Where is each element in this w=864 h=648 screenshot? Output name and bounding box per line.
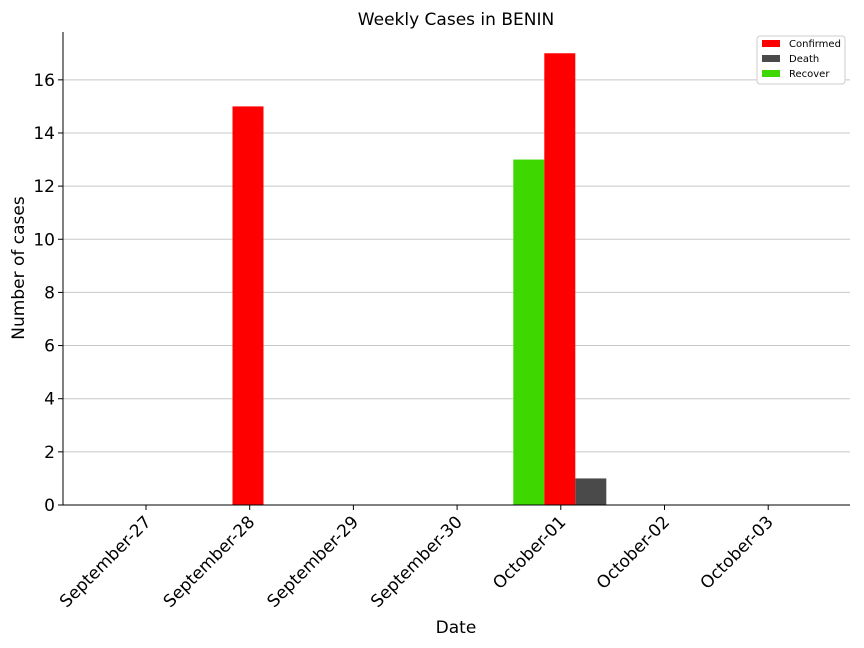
- legend-swatch: [762, 55, 780, 62]
- chart-title: Weekly Cases in BENIN: [358, 10, 554, 30]
- x-tick-label: September-30: [367, 512, 466, 611]
- legend-label: Confirmed: [789, 39, 841, 50]
- x-tick-label: September-29: [263, 512, 362, 611]
- x-tick-label: October-02: [593, 512, 674, 593]
- y-tick-label: 8: [44, 283, 55, 303]
- legend-swatch: [762, 70, 780, 77]
- y-tick-label: 2: [44, 443, 55, 463]
- y-tick-label: 6: [44, 337, 55, 357]
- legend: Confirmed Death Recover: [756, 35, 846, 85]
- x-ticks: September-27 September-28 September-29 Sept…: [56, 505, 778, 612]
- legend-label: Death: [789, 54, 819, 65]
- x-axis-label: Date: [436, 618, 477, 638]
- y-tick-label: 12: [33, 177, 55, 197]
- y-axis-label: Number of cases: [9, 196, 29, 340]
- bars: [232, 53, 607, 506]
- x-tick-label: September-28: [160, 512, 259, 611]
- bar-recover: [513, 159, 545, 505]
- y-tick-label: 16: [33, 71, 55, 91]
- x-tick-label: October-01: [489, 512, 570, 593]
- bar-death: [575, 478, 607, 505]
- y-tick-label: 14: [33, 124, 55, 144]
- x-tick-label: October-03: [697, 512, 778, 593]
- y-tick-label: 4: [44, 390, 55, 410]
- bar-confirmed: [232, 106, 264, 506]
- legend-label: Recover: [789, 69, 830, 80]
- grid-lines: [63, 79, 850, 453]
- y-tick-label: 0: [44, 496, 55, 516]
- x-tick-label: September-27: [56, 512, 155, 611]
- axes: [62, 32, 850, 506]
- y-ticks: 0 2 4 6 8 10 12 14 16: [33, 71, 63, 516]
- bar-confirmed: [544, 53, 576, 506]
- legend-swatch: [762, 40, 780, 47]
- y-tick-label: 10: [33, 230, 55, 250]
